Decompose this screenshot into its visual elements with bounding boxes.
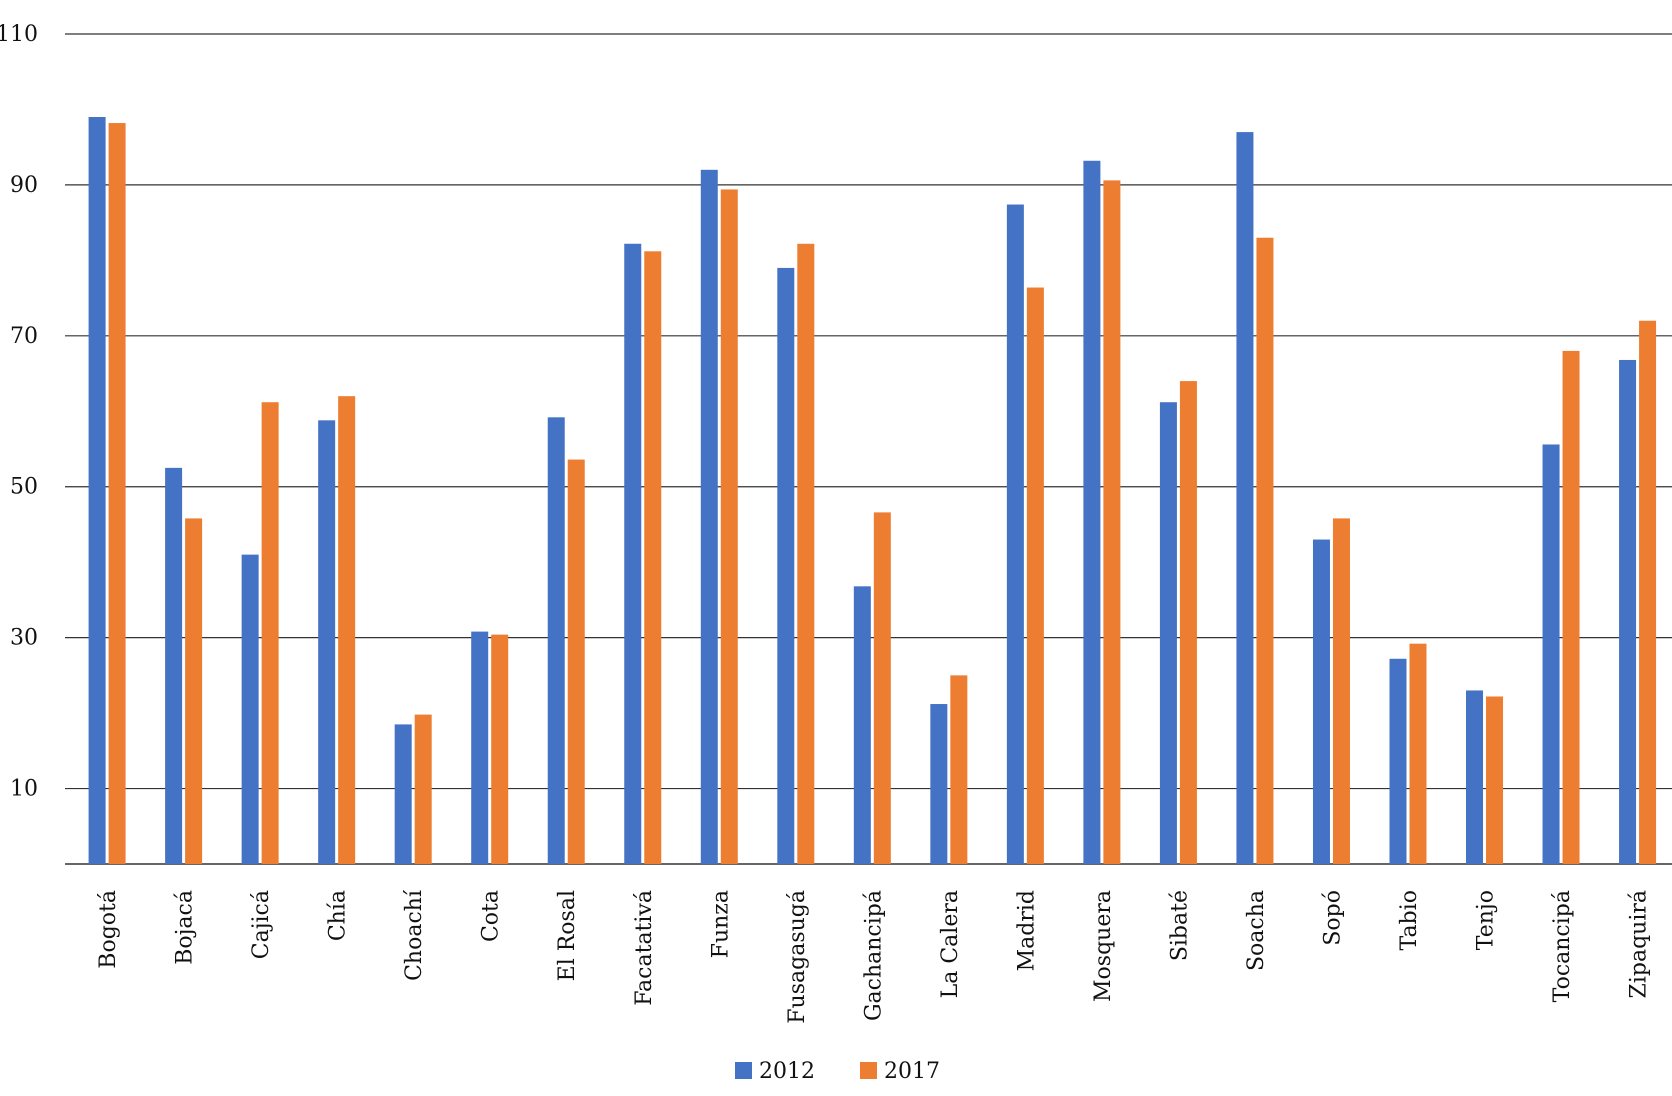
- x-category-label: Facatativá: [632, 890, 657, 1006]
- bar-2017: [338, 396, 356, 864]
- bar-2017: [950, 675, 968, 864]
- bar-2012: [394, 724, 412, 864]
- bar-2017: [797, 243, 815, 864]
- bar-2017: [414, 714, 432, 864]
- bar-2012: [853, 586, 871, 864]
- bar-2012: [1619, 359, 1637, 864]
- y-tick-label: 70: [10, 324, 38, 349]
- bar-2017: [1486, 696, 1504, 864]
- x-category-label: Tenjo: [1474, 890, 1499, 950]
- bar-2012: [1159, 402, 1177, 864]
- x-category-label: Tocancipá: [1550, 890, 1575, 1002]
- bar-2012: [1236, 132, 1254, 864]
- bar-2012: [1006, 204, 1024, 864]
- x-category-label: Sopó: [1320, 890, 1345, 946]
- x-category-label: Gachancipá: [861, 890, 886, 1021]
- legend-swatch-2017: [860, 1062, 877, 1079]
- bar-2012: [547, 417, 565, 864]
- x-category-label: Madrid: [1014, 890, 1039, 971]
- bar-2017: [567, 459, 585, 864]
- legend-label-2017: 2017: [884, 1059, 940, 1084]
- bar-2012: [1542, 444, 1560, 864]
- bar-2017: [644, 251, 662, 865]
- bar-2012: [1312, 539, 1330, 864]
- x-category-label: Choachí: [402, 889, 427, 981]
- y-tick-label: 10: [10, 777, 38, 802]
- x-category-label: Mosquera: [1091, 890, 1116, 1002]
- x-category-label: Fusagasugá: [785, 890, 810, 1024]
- x-category-label: La Calera: [938, 890, 963, 998]
- x-category-label: Bojacá: [173, 890, 198, 965]
- bar-2017: [1409, 643, 1427, 864]
- bar-2017: [185, 518, 203, 864]
- x-category-label: El Rosal: [555, 890, 580, 981]
- bar-2012: [88, 117, 106, 864]
- bar-2017: [491, 634, 509, 864]
- bar-2012: [318, 420, 336, 864]
- bar-2012: [1083, 160, 1101, 864]
- x-category-label: Tabio: [1397, 890, 1422, 950]
- x-category-label: Soacha: [1244, 890, 1269, 971]
- legend-swatch-2012: [735, 1062, 752, 1079]
- x-category-label: Cajicá: [249, 890, 274, 959]
- bar-2017: [108, 123, 126, 864]
- bar-2012: [1466, 690, 1484, 864]
- bar-2012: [1389, 658, 1407, 864]
- y-tick-label: 30: [10, 626, 38, 651]
- bar-2017: [720, 189, 738, 864]
- bar-2017: [1562, 350, 1580, 865]
- bar-2017: [1256, 237, 1274, 864]
- bar-2017: [1026, 287, 1044, 864]
- bar-2017: [261, 402, 279, 864]
- bar-2012: [700, 169, 718, 864]
- bar-2012: [930, 704, 948, 864]
- y-tick-label: 50: [10, 475, 38, 500]
- bar-2012: [471, 631, 489, 864]
- x-category-label: Zipaquirá: [1627, 890, 1652, 998]
- bar-2012: [165, 467, 183, 864]
- bar-2017: [873, 512, 891, 864]
- bar-2017: [1179, 381, 1197, 864]
- y-tick-label: 110: [0, 22, 38, 47]
- legend-label-2012: 2012: [759, 1059, 815, 1084]
- bar-2017: [1103, 180, 1121, 864]
- x-category-label: Chía: [326, 890, 351, 941]
- bar-2017: [1639, 320, 1657, 864]
- bar-2012: [241, 554, 259, 864]
- x-category-label: Cota: [479, 890, 504, 942]
- y-tick-label: 90: [10, 173, 38, 198]
- x-category-label: Funza: [708, 890, 733, 958]
- x-category-label: Bogotá: [96, 890, 121, 969]
- bar-2012: [777, 267, 795, 865]
- bar-2012: [624, 243, 642, 864]
- bar-2017: [1332, 518, 1350, 864]
- x-category-label: Sibaté: [1167, 890, 1192, 961]
